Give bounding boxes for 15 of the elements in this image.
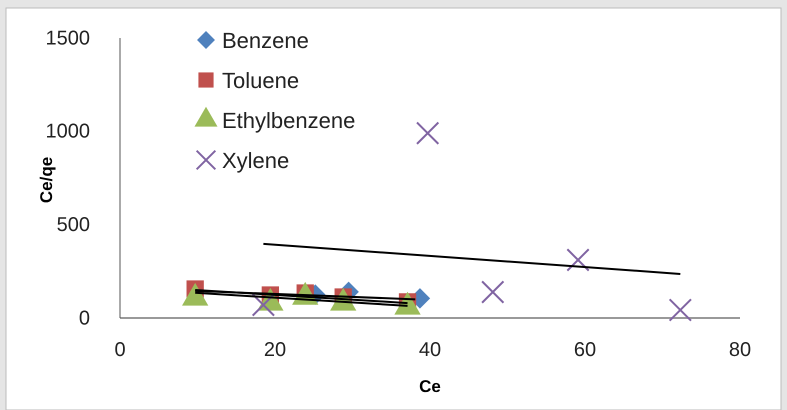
x-tick-label: 80 <box>728 339 752 362</box>
y-tick-label: 0 <box>78 307 90 330</box>
x-tick-label: 60 <box>574 339 596 362</box>
x-axis-title: Ce <box>419 377 441 396</box>
legend-label: Benzene <box>222 28 309 53</box>
legend-label: Xylene <box>222 148 290 173</box>
x-tick-label: 40 <box>418 339 442 362</box>
x-tick-label: 0 <box>114 339 126 362</box>
y-tick-label: 1000 <box>46 120 90 143</box>
y-tick-label: 500 <box>56 214 90 236</box>
y-axis-title: Ce/qe <box>37 156 56 204</box>
legend-label: Ethylbenzene <box>222 108 356 133</box>
x-tick-label: 20 <box>264 339 286 362</box>
y-tick-label: 1500 <box>46 27 90 50</box>
legend-label: Toluene <box>222 68 300 93</box>
